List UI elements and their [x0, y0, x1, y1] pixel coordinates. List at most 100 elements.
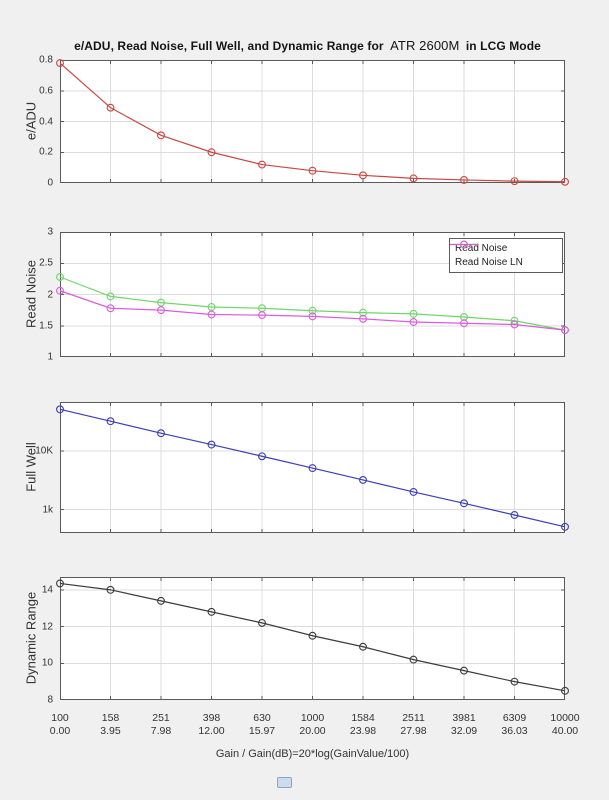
series-line [59, 62, 566, 183]
y-axis-label-dynamic-range: Dynamic Range [23, 591, 39, 685]
y-tick-label: 2 [47, 289, 53, 300]
data-point-marker [308, 464, 317, 473]
data-point-marker [207, 148, 216, 157]
y-tick-label: 0.8 [39, 54, 53, 66]
data-point-marker [56, 405, 64, 414]
y-tick-label: 10 [41, 657, 53, 669]
figure-title-part3: in LCG Mode [465, 39, 541, 53]
data-point-marker [409, 655, 418, 664]
data-point-marker [359, 314, 367, 323]
x-tick-db-label: 12.00 [198, 725, 225, 737]
data-point-marker [561, 177, 569, 186]
data-point-marker [56, 579, 64, 588]
x-tick-gain-label: 1584 [351, 712, 375, 724]
x-tick-db-label: 27.98 [400, 725, 427, 737]
x-tick-db-label: 20.00 [299, 725, 326, 737]
data-point-marker [157, 596, 165, 605]
data-point-marker [56, 59, 64, 68]
data-point-marker [207, 607, 216, 616]
legend: Read Noise Read Noise LN [449, 238, 563, 273]
data-point-marker [359, 642, 367, 651]
legend-line-swatch-icon [450, 240, 478, 249]
data-point-marker [308, 166, 317, 175]
y-axis-label-read-noise: Read Noise [23, 260, 39, 328]
x-tick-db-label: 36.03 [501, 725, 528, 737]
data-point-marker [258, 452, 266, 461]
plot-e-adu: 0 0.2 0.4 0.6 0.8 [39, 55, 569, 189]
x-tick-gain-label: 6309 [502, 712, 527, 724]
y-tick-label: 1 [47, 351, 53, 363]
axis-ticks [60, 402, 565, 533]
data-point-marker [409, 309, 418, 318]
data-point-marker [460, 499, 468, 508]
x-tick-db-label: 3.95 [100, 725, 121, 737]
series-read-noise-ln [56, 286, 569, 335]
y-tick-label: 10K [35, 445, 53, 457]
data-point-marker [157, 131, 165, 140]
y-axis-label-e-adu: e/ADU [23, 101, 39, 141]
x-tick-gain-label: 630 [253, 712, 271, 724]
data-point-marker [106, 417, 115, 426]
data-point-marker [510, 511, 519, 519]
x-axis-label: Gain / Gain(dB)=20*log(GainValue/100) [215, 748, 410, 760]
image-placeholder-icon [277, 777, 292, 788]
data-point-marker [207, 440, 216, 449]
y-tick-label: 0.2 [39, 146, 53, 158]
x-tick-gain-label: 1000 [300, 712, 325, 724]
y-tick-label: 8 [47, 694, 53, 706]
series-e/adu [56, 59, 569, 186]
legend-label: Read Noise [455, 242, 508, 254]
x-tick-db-label: 23.98 [349, 725, 377, 737]
data-point-marker [258, 160, 266, 169]
data-point-marker [207, 310, 216, 319]
gridlines [60, 232, 565, 357]
data-point-marker [157, 298, 165, 307]
x-tick-gain-label: 398 [202, 712, 221, 724]
data-point-marker [359, 476, 367, 484]
x-tick-db-label: 7.98 [150, 725, 172, 737]
plot-canvas-e-adu [56, 59, 569, 186]
legend-entry: Read Noise LN [450, 240, 557, 270]
x-tick-gain-label: 100 [51, 712, 69, 724]
data-point-marker [207, 303, 216, 311]
data-point-marker [106, 292, 115, 301]
gridlines [60, 60, 565, 183]
data-point-marker [106, 585, 115, 594]
x-tick-gain-label: 158 [101, 712, 120, 724]
y-tick-label: 1.5 [39, 320, 53, 332]
data-point-marker [106, 103, 115, 112]
y-tick-label: 2.5 [39, 257, 53, 269]
data-point-marker [308, 306, 317, 315]
axis-ticks [60, 577, 565, 700]
data-point-marker [359, 171, 367, 180]
x-axis-db-tick-row: 0.00 3.95 7.98 12.00 15.97 20.00 23.98 27.98 32.… [50, 725, 578, 737]
figure-title: e/ADU, Read Noise, Full Well, and Dynami… [55, 38, 560, 53]
data-point-marker [258, 311, 266, 320]
plot-canvas-dynamic-range [56, 577, 569, 700]
x-tick-gain-label: 3981 [452, 712, 476, 724]
data-point-marker [510, 177, 519, 186]
plot-canvas-full-well [56, 402, 569, 533]
x-tick-db-label: 32.09 [450, 725, 478, 737]
data-point-marker [308, 631, 317, 640]
series-line [59, 582, 566, 692]
y-tick-label: 0 [47, 177, 53, 189]
series-full-well [56, 405, 569, 531]
data-point-marker [409, 174, 418, 183]
data-point-marker [56, 273, 64, 281]
data-point-marker [460, 319, 468, 328]
y-tick-label: 12 [41, 621, 53, 633]
data-point-marker [510, 320, 519, 329]
data-point-marker [258, 618, 266, 627]
plot-full-well: 10K 1k [35, 402, 569, 533]
x-axis-gain-tick-row: 100 158 251 398 630 1000 1584 2511 3981 6309 10000 [51, 712, 579, 724]
data-point-marker [561, 522, 569, 531]
axis-ticks [60, 232, 565, 357]
x-tick-db-label: 15.97 [248, 725, 276, 737]
data-point-marker [409, 318, 418, 326]
camera-model: ATR 2600M [390, 38, 460, 53]
data-point-marker [157, 306, 165, 315]
data-point-marker [561, 326, 569, 335]
series-line [59, 290, 566, 331]
